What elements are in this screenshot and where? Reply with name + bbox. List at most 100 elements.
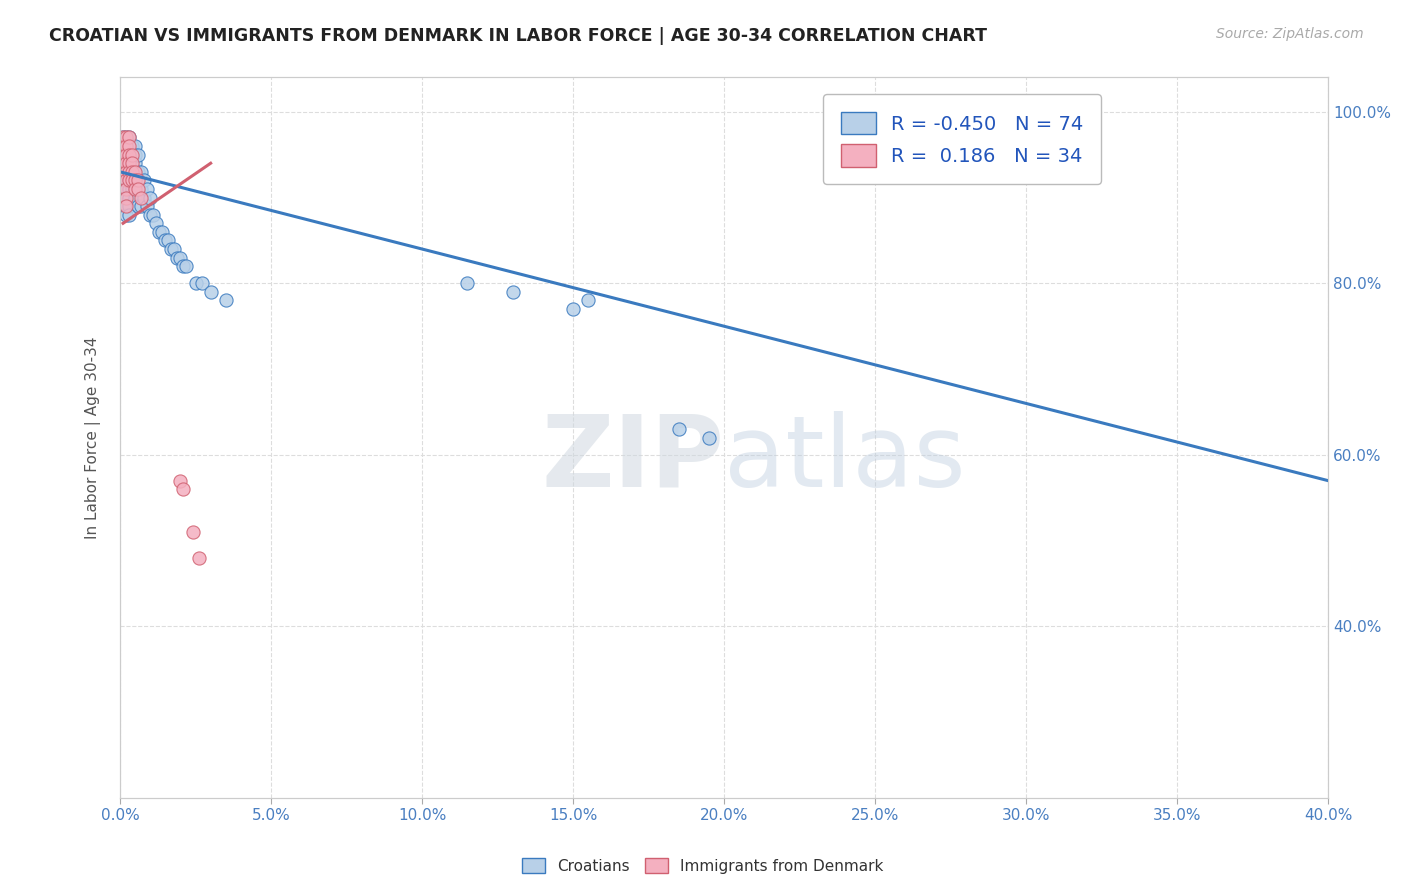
Point [118, 139, 141, 153]
Point [115, 182, 138, 196]
Legend: R = -0.450   N = 74, R =  0.186   N = 34: R = -0.450 N = 74, R = 0.186 N = 34 [823, 95, 1101, 184]
Point [124, 139, 146, 153]
Point [112, 156, 135, 170]
Point [668, 422, 690, 436]
Point [118, 130, 141, 145]
Y-axis label: In Labor Force | Age 30-34: In Labor Force | Age 30-34 [86, 336, 101, 539]
Point [124, 147, 146, 161]
Point [145, 216, 167, 230]
Point [118, 156, 141, 170]
Point [124, 165, 146, 179]
Point [118, 147, 141, 161]
Point [121, 165, 143, 179]
Point [127, 147, 149, 161]
Point [134, 173, 156, 187]
Point [115, 139, 138, 153]
Point [562, 301, 585, 316]
Point [112, 165, 135, 179]
Point [121, 156, 143, 170]
Point [118, 139, 141, 153]
Point [112, 156, 135, 170]
Point [124, 182, 146, 196]
Point [127, 182, 149, 196]
Legend: Croatians, Immigrants from Denmark: Croatians, Immigrants from Denmark [516, 852, 890, 880]
Point [112, 173, 135, 187]
Point [121, 173, 143, 187]
Point [115, 208, 138, 222]
Point [112, 130, 135, 145]
Point [115, 199, 138, 213]
Point [139, 190, 162, 204]
Point [187, 550, 209, 565]
Point [118, 165, 141, 179]
Point [118, 190, 141, 204]
Point [118, 173, 141, 187]
Point [127, 182, 149, 196]
Point [118, 130, 141, 145]
Point [112, 147, 135, 161]
Point [115, 130, 138, 145]
Point [124, 182, 146, 196]
Point [176, 259, 198, 273]
Point [115, 156, 138, 170]
Point [112, 130, 135, 145]
Point [115, 190, 138, 204]
Point [172, 259, 194, 273]
Point [121, 139, 143, 153]
Point [115, 199, 138, 213]
Point [142, 208, 165, 222]
Point [502, 285, 524, 299]
Point [129, 199, 152, 213]
Point [115, 156, 138, 170]
Point [124, 156, 146, 170]
Point [115, 147, 138, 161]
Point [169, 251, 191, 265]
Point [697, 431, 720, 445]
Point [118, 208, 141, 222]
Point [121, 147, 143, 161]
Point [155, 234, 177, 248]
Point [148, 225, 170, 239]
Point [157, 234, 180, 248]
Point [190, 277, 212, 291]
Point [127, 199, 149, 213]
Point [576, 293, 599, 308]
Point [215, 293, 238, 308]
Point [456, 277, 478, 291]
Point [150, 225, 173, 239]
Point [112, 147, 135, 161]
Point [163, 242, 186, 256]
Point [160, 242, 183, 256]
Point [121, 165, 143, 179]
Point [121, 147, 143, 161]
Text: ZIP: ZIP [541, 411, 724, 508]
Point [112, 139, 135, 153]
Point [118, 173, 141, 187]
Point [129, 165, 152, 179]
Point [115, 139, 138, 153]
Point [124, 190, 146, 204]
Point [115, 173, 138, 187]
Point [166, 251, 188, 265]
Point [115, 173, 138, 187]
Point [129, 182, 152, 196]
Point [124, 165, 146, 179]
Point [112, 139, 135, 153]
Point [121, 182, 143, 196]
Point [115, 147, 138, 161]
Point [118, 199, 141, 213]
Point [136, 182, 159, 196]
Point [127, 165, 149, 179]
Point [139, 208, 162, 222]
Point [172, 482, 194, 496]
Point [129, 190, 152, 204]
Point [124, 173, 146, 187]
Point [181, 525, 204, 540]
Text: atlas: atlas [724, 411, 966, 508]
Point [136, 199, 159, 213]
Point [118, 182, 141, 196]
Point [112, 190, 135, 204]
Point [115, 182, 138, 196]
Text: CROATIAN VS IMMIGRANTS FROM DENMARK IN LABOR FORCE | AGE 30-34 CORRELATION CHART: CROATIAN VS IMMIGRANTS FROM DENMARK IN L… [49, 27, 987, 45]
Point [118, 156, 141, 170]
